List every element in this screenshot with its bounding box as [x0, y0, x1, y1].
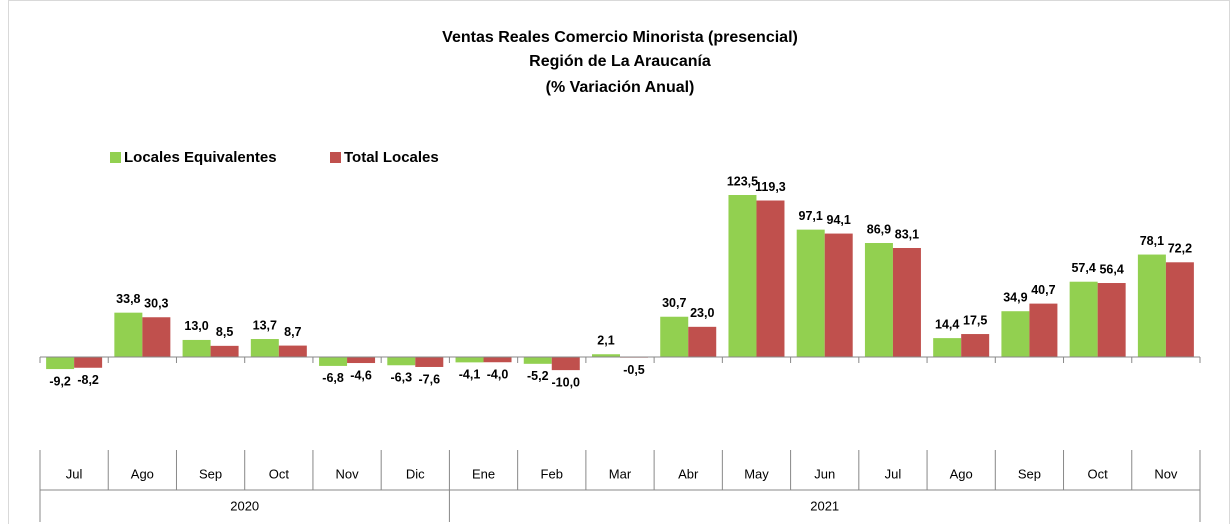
bar: [1001, 311, 1030, 357]
legend-swatch: [330, 152, 341, 163]
bar: [728, 195, 757, 357]
x-tick-label: Dic: [406, 466, 425, 481]
legend-label: Total Locales: [344, 149, 439, 166]
bar: [688, 326, 717, 357]
data-label: 78,1: [1140, 234, 1164, 248]
x-tick-label: Ene: [472, 466, 495, 481]
data-label: -4,0: [487, 368, 509, 382]
data-label: 123,5: [727, 174, 758, 188]
x-tick-label: Ago: [950, 466, 973, 481]
data-label: -8,2: [77, 373, 99, 387]
bar: [1029, 303, 1058, 357]
bar: [824, 233, 853, 357]
bar: [756, 200, 785, 357]
bar: [1165, 262, 1194, 357]
data-label: 23,0: [690, 306, 714, 320]
x-tick-label: Jul: [66, 466, 83, 481]
data-label: 119,3: [755, 180, 786, 194]
bar: [387, 357, 416, 366]
chart-title: Ventas Reales Comercio Minorista (presen…: [442, 29, 798, 46]
bar: [210, 345, 239, 357]
x-tick-label: Sep: [1018, 466, 1041, 481]
bar: [250, 339, 279, 357]
x-tick-label: Sep: [199, 466, 222, 481]
data-label: 30,3: [144, 297, 168, 311]
data-label: -0,5: [623, 363, 645, 377]
data-label: -4,6: [350, 368, 372, 382]
x-tick-label: May: [744, 466, 769, 481]
data-label: 33,8: [116, 292, 140, 306]
bar: [796, 229, 825, 357]
bar: [933, 338, 962, 357]
data-label: 13,0: [184, 319, 208, 333]
data-label: 72,2: [1168, 242, 1192, 256]
bar: [892, 247, 921, 357]
data-label: 8,5: [216, 325, 233, 339]
bar: [278, 345, 307, 357]
data-label: 97,1: [799, 209, 823, 223]
data-label: 94,1: [827, 213, 851, 227]
data-label: -9,2: [49, 374, 71, 388]
data-label: -10,0: [552, 375, 581, 389]
data-label: 86,9: [867, 222, 891, 236]
data-label: -5,2: [527, 369, 549, 383]
x-tick-label: Nov: [1154, 466, 1178, 481]
bar: [74, 357, 103, 368]
data-label: 30,7: [662, 296, 686, 310]
chart-title: Región de La Araucanía: [529, 53, 711, 70]
bar: [551, 357, 580, 371]
data-label: 14,4: [935, 317, 959, 331]
x-tick-label: Jun: [814, 466, 835, 481]
x-tick-label: Nov: [335, 466, 359, 481]
bar: [46, 357, 75, 370]
data-label: 57,4: [1071, 261, 1095, 275]
bar: [142, 317, 171, 357]
data-label: 40,7: [1031, 283, 1055, 297]
bar: [864, 243, 893, 357]
bar: [1069, 281, 1098, 357]
data-label: 56,4: [1099, 262, 1123, 276]
bar: [455, 357, 484, 363]
x-tick-label: Abr: [678, 466, 699, 481]
x-tick-label: Jul: [885, 466, 902, 481]
x-tick-label: Feb: [541, 466, 563, 481]
data-label: -6,3: [391, 371, 413, 385]
bar: [660, 316, 689, 357]
x-tick-label: Mar: [609, 466, 632, 481]
bar: [961, 334, 990, 357]
x-tick-label: Oct: [1088, 466, 1109, 481]
bar: [523, 357, 552, 364]
chart-frame: [8, 0, 1230, 524]
bar: [319, 357, 348, 366]
legend-label: Locales Equivalentes: [124, 149, 277, 166]
group-label: 2021: [810, 498, 839, 513]
bar: [592, 354, 620, 357]
bar: [182, 339, 211, 357]
bar: [483, 357, 512, 363]
data-label: -4,1: [459, 368, 481, 382]
data-label: 2,1: [597, 334, 614, 348]
data-label: 13,7: [253, 318, 277, 332]
legend-swatch: [110, 152, 121, 163]
data-label: -6,8: [322, 371, 344, 385]
bar: [415, 357, 444, 367]
group-label: 2020: [230, 498, 259, 513]
data-label: -7,6: [419, 372, 441, 386]
data-label: 8,7: [284, 325, 301, 339]
data-label: 17,5: [963, 313, 987, 327]
data-label: 83,1: [895, 227, 919, 241]
chart-title: (% Variación Anual): [546, 79, 695, 96]
bar: [1097, 283, 1126, 357]
x-tick-label: Ago: [131, 466, 154, 481]
data-label: 34,9: [1003, 291, 1027, 305]
bar: [114, 312, 143, 357]
bar: [1137, 254, 1166, 357]
x-tick-label: Oct: [269, 466, 290, 481]
bar: [347, 357, 376, 364]
